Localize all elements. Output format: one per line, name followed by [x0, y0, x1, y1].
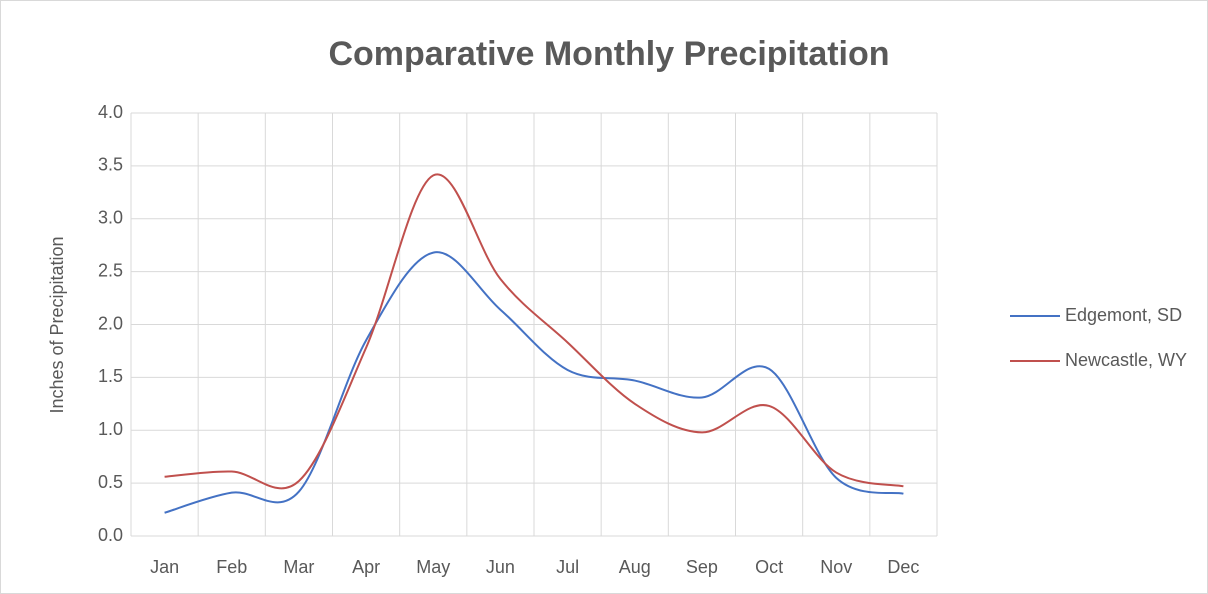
x-tick-label: Aug	[619, 557, 651, 577]
x-tick-label: Feb	[216, 557, 247, 577]
y-tick-label: 4.0	[98, 102, 123, 122]
x-tick-label: Sep	[686, 557, 718, 577]
x-tick-label: Jul	[556, 557, 579, 577]
y-tick-label: 2.5	[98, 260, 123, 280]
x-tick-label: Dec	[887, 557, 919, 577]
series-line	[164, 251, 904, 514]
x-tick-label: Jan	[150, 557, 179, 577]
y-axis-label: Inches of Precipitation	[47, 236, 67, 413]
y-tick-label: 2.0	[98, 313, 123, 333]
y-tick-label: 1.0	[98, 419, 123, 439]
x-tick-label: Apr	[352, 557, 380, 577]
y-tick-label: 1.5	[98, 366, 123, 386]
legend-label: Newcastle, WY	[1065, 350, 1187, 370]
y-tick-label: 0.5	[98, 472, 123, 492]
chart-title: Comparative Monthly Precipitation	[328, 35, 889, 73]
x-tick-label: Oct	[755, 557, 783, 577]
x-tick-label: May	[416, 557, 450, 577]
series-line	[164, 173, 904, 490]
legend-label: Edgemont, SD	[1065, 305, 1182, 325]
x-tick-label: Jun	[486, 557, 515, 577]
x-tick-label: Nov	[820, 557, 852, 577]
y-tick-label: 3.0	[98, 208, 123, 228]
y-tick-label: 0.0	[98, 525, 123, 545]
x-tick-label: Mar	[283, 557, 314, 577]
y-tick-label: 3.5	[98, 155, 123, 175]
